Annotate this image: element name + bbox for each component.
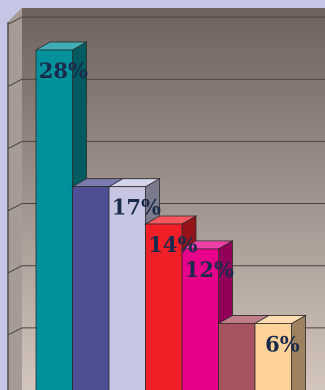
bar-front (145, 223, 183, 390)
bar-front (72, 186, 110, 390)
data-label: 6% (265, 331, 300, 356)
gridline-left (7, 265, 23, 274)
data-label: 14% (148, 232, 197, 257)
data-label: 12% (185, 257, 234, 282)
gridline-left (7, 16, 23, 25)
bar-front (35, 49, 73, 390)
data-label: 28% (39, 58, 88, 83)
left-wall (8, 8, 22, 390)
bar-front (181, 248, 219, 390)
bars (34, 41, 308, 390)
gridline-left (7, 78, 23, 87)
gridline-left (7, 140, 23, 150)
data-labels: 28% 17% 14%12% 6% (39, 58, 300, 356)
bar-front (218, 323, 256, 390)
data-label: 17% (112, 195, 161, 220)
gridline-left (7, 203, 23, 212)
bar (253, 314, 308, 390)
bar-front (254, 323, 292, 390)
gridline-left (7, 327, 23, 336)
bar-front (108, 186, 146, 390)
